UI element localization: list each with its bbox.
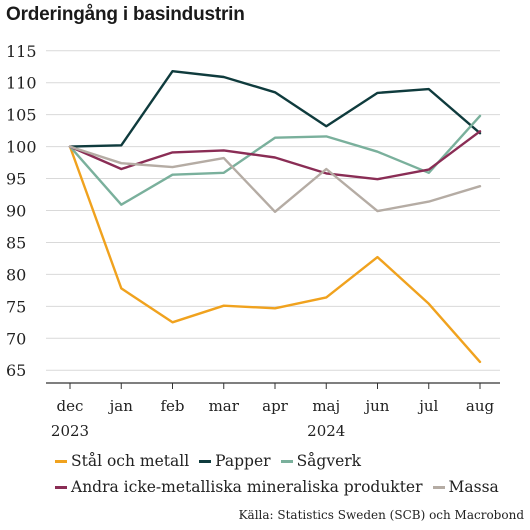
series-line-0 (68, 145, 482, 364)
x-tick-label: feb (160, 397, 184, 415)
x-tick-label: jul (417, 397, 438, 415)
legend-swatch (199, 459, 212, 463)
y-tick-label: 70 (6, 329, 26, 348)
legend-label: Massa (448, 478, 499, 496)
legend-item-massa: Massa (432, 478, 499, 496)
chart-title: Orderingång i basindustrin (6, 4, 245, 25)
y-tick-label: 75 (6, 297, 26, 316)
x-tick-label: apr (262, 397, 289, 415)
source-note: Källa: Statistics Sweden (SCB) och Macro… (238, 508, 524, 522)
x-tick-label: maj (312, 397, 340, 415)
x-tick-label: mar (209, 397, 240, 415)
legend-swatch (280, 459, 293, 463)
year-label: 2024 (307, 422, 345, 440)
legend-swatch (55, 459, 67, 463)
legend: Stål och metall Papper Sågverk Andra ick… (0, 448, 530, 500)
legend-item-papper: Papper (199, 452, 271, 470)
series-lines (68, 69, 482, 364)
y-tick-label: 85 (6, 233, 26, 252)
series-line-2 (68, 114, 482, 206)
legend-label: Papper (215, 452, 271, 470)
y-tick-label: 80 (6, 265, 26, 284)
y-tick-label: 95 (6, 170, 26, 189)
x-tick-label: jan (108, 397, 134, 415)
x-tick-label: aug (466, 397, 495, 415)
legend-label: Stål och metall (71, 452, 190, 470)
legend-item-andra-icke-metalliska: Andra icke-metalliska mineraliska produk… (55, 478, 423, 496)
y-tick-label: 105 (6, 106, 37, 125)
year-label: 2023 (51, 422, 89, 440)
legend-swatch (432, 485, 445, 489)
x-axis: dec jan feb mar apr maj jun jul aug 2023 2024 (46, 382, 500, 440)
y-tick-label: 115 (6, 42, 37, 61)
legend-item-stal-och-metall: Stål och metall (55, 452, 189, 470)
y-tick-label: 65 (6, 361, 26, 380)
legend-swatch (55, 485, 67, 489)
y-tick-label: 110 (6, 74, 37, 93)
y-axis-ticks: 65 70 75 80 85 90 95 100 105 110 115 (6, 42, 37, 380)
y-tick-label: 100 (6, 138, 37, 157)
y-tick-label: 90 (6, 202, 26, 221)
legend-label: Sågverk (296, 452, 362, 470)
series-line-4 (68, 145, 482, 214)
x-tick-label: jun (364, 397, 390, 415)
x-tick-label: dec (57, 397, 84, 415)
series-line-1 (68, 69, 482, 148)
grid-lines (46, 50, 500, 371)
legend-item-sagverk: Sågverk (280, 452, 362, 470)
legend-label: Andra icke-metalliska mineraliska produk… (71, 478, 423, 496)
